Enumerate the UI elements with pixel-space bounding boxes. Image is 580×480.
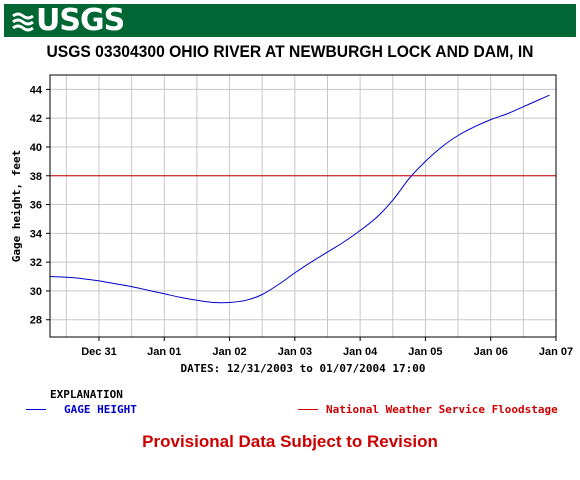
- y-tick-label: 34: [30, 228, 43, 240]
- x-tick-label: Jan 02: [212, 346, 246, 358]
- legend-floodstage-label: National Weather Service Floodstage: [326, 403, 558, 416]
- usgs-logo-text: USGS: [36, 3, 125, 38]
- y-tick-label: 42: [30, 113, 42, 125]
- legend-heading: EXPLANATION: [50, 388, 123, 401]
- y-tick-label: 36: [30, 200, 42, 212]
- usgs-logo[interactable]: USGS: [12, 3, 125, 38]
- x-tick-label: Jan 03: [278, 346, 312, 358]
- x-tick-label: Jan 01: [147, 346, 181, 358]
- legend-floodstage: National Weather Service Floodstage: [298, 403, 558, 416]
- series-layer: [49, 94, 556, 304]
- usgs-banner: USGS: [4, 4, 576, 37]
- y-axis-label: Gage height, feet: [10, 150, 23, 263]
- x-tick-label: Jan 07: [539, 346, 573, 358]
- legend-gage-height: GAGE HEIGHT: [26, 403, 137, 416]
- y-tick-label: 44: [30, 84, 43, 96]
- axis-layer: 28 30 32 34 36 38 40 42 44 Dec 31 Jan 01 Jan 02 Jan …: [30, 84, 573, 358]
- legend-floodstage-swatch: [298, 409, 318, 410]
- y-tick-label: 30: [30, 286, 42, 298]
- provisional-notice: Provisional Data Subject to Revision: [142, 432, 438, 451]
- x-axis-label: DATES: 12/31/2003 to 01/07/2004 17:00: [180, 362, 425, 375]
- x-tick-label: Jan 05: [408, 346, 442, 358]
- chart-title: USGS 03304300 OHIO RIVER AT NEWBURGH LOC…: [46, 42, 534, 61]
- y-tick-label: 32: [30, 257, 42, 269]
- grid-layer: [50, 75, 557, 337]
- legend-gage-swatch: [26, 409, 46, 410]
- x-tick-label: Jan 04: [343, 346, 378, 358]
- gage-height-series-line: [49, 94, 550, 304]
- x-tick-label: Jan 06: [474, 346, 508, 358]
- y-tick-label: 38: [30, 171, 42, 183]
- x-tick-label: Dec 31: [81, 346, 116, 358]
- y-tick-label: 28: [30, 315, 42, 327]
- legend-gage-label: GAGE HEIGHT: [64, 403, 137, 416]
- plot-frame: [49, 74, 557, 338]
- usgs-wave-icon: [12, 12, 34, 31]
- y-tick-label: 40: [30, 142, 42, 154]
